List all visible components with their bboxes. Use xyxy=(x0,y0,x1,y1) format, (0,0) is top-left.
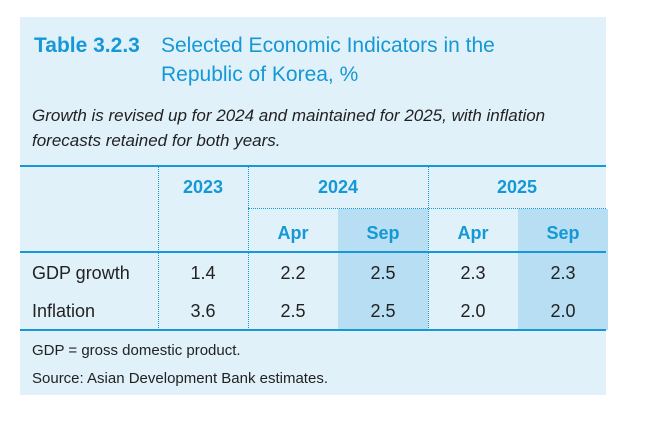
cell: 3.6 xyxy=(190,301,216,321)
col-divider xyxy=(428,167,429,330)
rule-bottom xyxy=(20,329,606,331)
cell: 2.5 xyxy=(280,301,306,321)
row-label: Inflation xyxy=(32,301,96,321)
table-box: Table 3.2.3 Selected Economic Indicators… xyxy=(20,17,608,395)
cell: 2.0 xyxy=(460,301,486,321)
highlight-2025-sep xyxy=(518,209,608,330)
cell: 1.4 xyxy=(190,263,216,283)
rule-header xyxy=(20,251,606,253)
source-note: Source: Asian Development Bank estimates… xyxy=(32,370,328,387)
cell: 2.5 xyxy=(370,263,396,283)
footnote: GDP = gross domestic product. xyxy=(32,342,241,359)
header-2025-apr: Apr xyxy=(457,223,489,243)
col-divider xyxy=(158,167,159,330)
table-subtitle: Growth is revised up for 2024 and mainta… xyxy=(32,106,546,150)
row-label: GDP growth xyxy=(32,263,130,283)
header-2025-sep: Sep xyxy=(546,223,580,243)
header-2024-sep: Sep xyxy=(366,223,400,243)
cell: 2.3 xyxy=(460,263,486,283)
rule-top xyxy=(20,165,606,167)
table-number: Table 3.2.3 xyxy=(34,34,140,57)
highlight-2024-sep xyxy=(338,209,428,330)
header-2024-apr: Apr xyxy=(277,223,309,243)
col-divider xyxy=(248,167,249,330)
header-2023: 2023 xyxy=(182,177,224,197)
cell: 2.5 xyxy=(370,301,396,321)
cell: 2.3 xyxy=(550,263,576,283)
table-title-text: Selected Economic Indicators in the Repu… xyxy=(161,34,495,86)
rule-subheader xyxy=(248,208,606,209)
cell: 2.0 xyxy=(550,301,576,321)
header-2025: 2025 xyxy=(496,177,538,197)
cell: 2.2 xyxy=(280,263,306,283)
header-2024: 2024 xyxy=(317,177,359,197)
